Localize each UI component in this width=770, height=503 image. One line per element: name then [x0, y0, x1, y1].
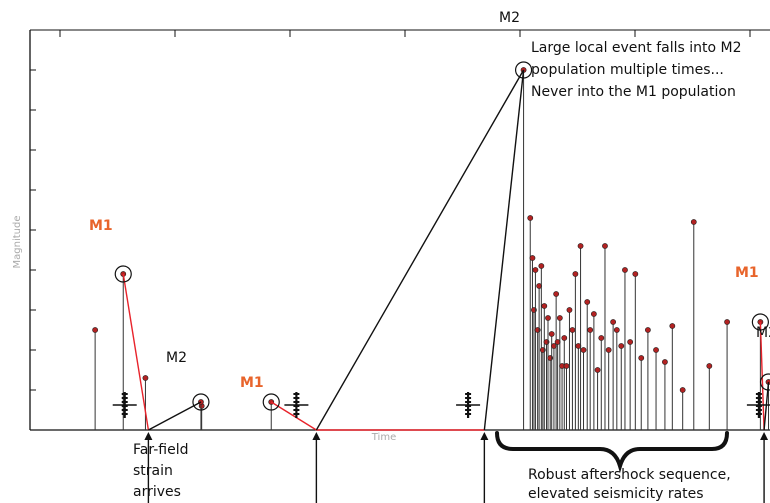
- event-marker: [610, 319, 617, 325]
- waveform-icon: [746, 392, 770, 418]
- event-marker: [563, 363, 570, 369]
- event-marker: [594, 367, 601, 373]
- event-marker: [602, 243, 608, 249]
- event-marker: [92, 327, 99, 333]
- event-marker: [561, 335, 568, 341]
- event-stems: [92, 67, 770, 430]
- event-marker: [548, 331, 555, 337]
- waveform-icon: [112, 392, 137, 418]
- event-marker: [532, 267, 539, 273]
- event-marker: [527, 215, 534, 221]
- event-marker: [572, 271, 579, 277]
- connector-line: [270, 401, 317, 431]
- event-marker: [553, 291, 560, 297]
- event-marker: [590, 311, 597, 317]
- m2-label: M2: [756, 325, 770, 341]
- event-marker: [584, 299, 591, 305]
- annotation-far-field: Far-field strain arrives: [133, 442, 193, 500]
- event-circle: [751, 313, 769, 331]
- y-tick-marks: [30, 69, 36, 391]
- event-marker: [669, 323, 676, 329]
- event-marker: [545, 315, 551, 321]
- event-marker: [598, 335, 605, 341]
- event-marker: [679, 387, 686, 393]
- x-axis-label: Time: [371, 432, 396, 443]
- m1-label: M1: [735, 265, 759, 281]
- event-marker: [529, 255, 536, 261]
- event-marker: [577, 243, 584, 249]
- m2-label: M2: [166, 350, 187, 366]
- event-circles: [114, 61, 770, 411]
- aftershock-brace: [495, 431, 729, 474]
- event-marker: [627, 339, 634, 345]
- waveform-glyphs: [112, 392, 770, 418]
- event-marker: [645, 327, 651, 333]
- event-marker: [580, 347, 587, 353]
- connector-line: [483, 69, 525, 431]
- event-marker: [690, 219, 697, 225]
- event-marker: [632, 271, 639, 277]
- event-marker: [541, 303, 548, 309]
- waveform-icon: [284, 392, 309, 418]
- annotation-large-event: Large local event falls into M2 populati…: [531, 40, 746, 100]
- event-circle: [192, 393, 210, 411]
- event-marker: [142, 375, 149, 381]
- connector-line: [122, 273, 150, 431]
- event-marker: [618, 343, 625, 349]
- event-marker: [653, 347, 659, 353]
- event-marker: [662, 359, 668, 365]
- connector-lines: [122, 69, 770, 431]
- event-marker: [706, 363, 713, 369]
- event-marker: [622, 267, 628, 273]
- event-marker: [638, 355, 645, 361]
- event-marker: [724, 319, 730, 325]
- event-circle: [262, 393, 280, 411]
- m1-label: M1: [89, 218, 113, 234]
- event-marker: [587, 327, 594, 333]
- event-marker: [566, 307, 573, 313]
- connector-line: [148, 401, 202, 431]
- y-axis-label: Magnitude: [12, 216, 23, 269]
- event-marker: [569, 327, 576, 333]
- m2-label: M2: [499, 10, 520, 26]
- waveform-icon: [456, 392, 481, 418]
- connector-line: [759, 321, 765, 431]
- x-tick-marks: [30, 29, 770, 37]
- annotation-aftershock: Robust aftershock sequence, elevated sei…: [528, 467, 735, 502]
- event-marker: [613, 327, 620, 333]
- m1-label: M1: [240, 375, 264, 391]
- event-circle: [514, 61, 533, 79]
- event-circle: [114, 265, 132, 283]
- event-circle: [759, 373, 770, 391]
- connector-line: [315, 69, 525, 431]
- arrival-arrows: [144, 432, 769, 503]
- event-marker: [556, 315, 563, 321]
- event-marker: [538, 263, 545, 269]
- event-marker: [605, 347, 612, 353]
